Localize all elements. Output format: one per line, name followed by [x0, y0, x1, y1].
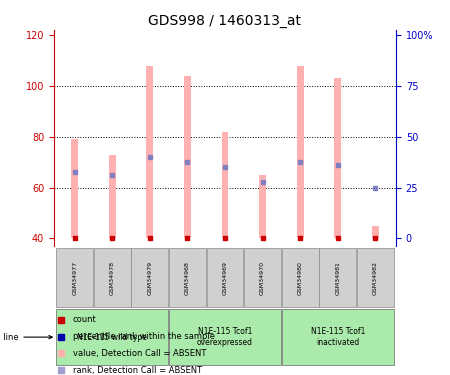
Text: count: count — [73, 315, 97, 324]
Text: GSM34970: GSM34970 — [260, 261, 265, 295]
Text: N1E-115 wild type: N1E-115 wild type — [77, 333, 147, 342]
Bar — [320, 248, 356, 307]
Text: rank, Detection Call = ABSENT: rank, Detection Call = ABSENT — [73, 366, 202, 375]
Text: value, Detection Call = ABSENT: value, Detection Call = ABSENT — [73, 349, 206, 358]
Bar — [207, 248, 243, 307]
Bar — [56, 248, 93, 307]
Text: GSM34978: GSM34978 — [110, 261, 115, 295]
Text: GSM34977: GSM34977 — [72, 261, 77, 295]
Bar — [282, 248, 319, 307]
Bar — [357, 248, 394, 307]
Bar — [94, 248, 130, 307]
Bar — [169, 309, 281, 365]
Bar — [56, 309, 168, 365]
Title: GDS998 / 1460313_at: GDS998 / 1460313_at — [148, 13, 302, 28]
Text: cell line: cell line — [0, 333, 52, 342]
Text: N1E-115 Tcof1
overexpressed: N1E-115 Tcof1 overexpressed — [197, 327, 253, 347]
Bar — [184, 76, 191, 238]
Text: GSM34981: GSM34981 — [335, 261, 340, 294]
Bar — [71, 139, 78, 238]
Bar — [131, 248, 168, 307]
Text: GSM34968: GSM34968 — [185, 261, 190, 294]
Bar — [372, 226, 379, 238]
Bar — [146, 66, 153, 238]
Text: GSM34969: GSM34969 — [222, 261, 228, 295]
Bar — [334, 78, 341, 239]
Bar — [169, 248, 206, 307]
Text: GSM34980: GSM34980 — [297, 261, 303, 294]
Bar — [221, 132, 229, 238]
Bar — [282, 309, 394, 365]
Bar — [297, 66, 304, 238]
Bar — [109, 154, 116, 238]
Bar — [259, 175, 266, 238]
Text: GSM34982: GSM34982 — [373, 261, 378, 295]
Text: percentile rank within the sample: percentile rank within the sample — [73, 332, 215, 341]
Bar — [244, 248, 281, 307]
Text: GSM34979: GSM34979 — [147, 261, 153, 295]
Text: N1E-115 Tcof1
inactivated: N1E-115 Tcof1 inactivated — [310, 327, 365, 347]
